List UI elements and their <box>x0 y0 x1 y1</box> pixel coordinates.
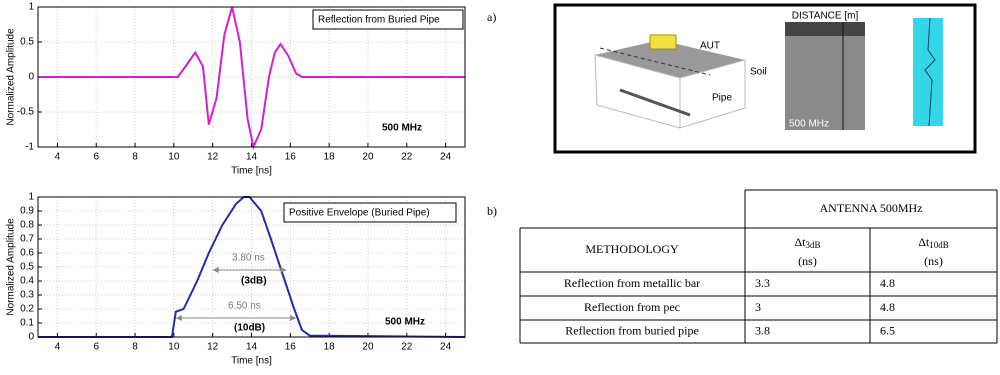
table-cell: 4.8 <box>880 276 895 290</box>
scan-line <box>599 47 711 76</box>
x-tick-label: 16 <box>285 152 297 163</box>
annotation: 500 MHz <box>385 317 425 328</box>
x-tick-label: 14 <box>246 152 258 163</box>
y-tick-label: 1 <box>28 2 34 13</box>
table-header: (ns) <box>798 254 817 268</box>
x-tick-label: 12 <box>207 152 219 163</box>
x-tick-label: 14 <box>246 342 258 353</box>
panel-label: a) <box>487 10 496 24</box>
chart-title: Reflection from Buried Pipe <box>318 15 440 26</box>
y-tick-label: 1 <box>28 192 34 203</box>
annotation: (3dB) <box>241 276 267 287</box>
label: AUT <box>700 41 720 52</box>
pipe <box>619 88 691 117</box>
y-tick-label: 0.8 <box>20 220 34 231</box>
table-cell: Reflection from metallic bar <box>564 276 700 290</box>
x-tick-label: 20 <box>362 152 374 163</box>
radargram <box>785 22 865 130</box>
x-tick-label: 20 <box>362 342 374 353</box>
y-tick-label: -1 <box>25 142 34 153</box>
table-cell: 3.8 <box>755 323 770 337</box>
table-header: Δt3dB <box>794 235 820 250</box>
x-tick-label: 22 <box>401 342 413 353</box>
data-line <box>38 6 465 151</box>
y-tick-label: 0.7 <box>20 234 34 245</box>
x-tick-label: 18 <box>324 342 336 353</box>
y-tick-label: 0.5 <box>20 37 34 48</box>
title-box <box>283 202 457 223</box>
table-cell: 6.5 <box>880 323 895 337</box>
axis-label: DISTANCE [m] <box>792 11 859 22</box>
label: Pipe <box>712 93 732 104</box>
figure-a: AUT Soil Pipe DISTANCE [m] 500 MHz <box>553 3 977 154</box>
soil-top <box>595 40 745 78</box>
annotation: (10dB) <box>234 323 265 334</box>
y-axis-label: Normalized Amplitude <box>6 218 17 316</box>
x-tick-label: 16 <box>285 342 297 353</box>
table-header: ANTENNA 500MHz <box>820 201 923 215</box>
annotation: 3.80 ns <box>232 253 265 264</box>
panel-label: b) <box>487 204 497 218</box>
label: Soil <box>750 67 767 78</box>
plot-frame <box>37 196 466 338</box>
annotation: 6.50 ns <box>228 301 261 312</box>
trace <box>924 17 936 127</box>
table-cell: 4.8 <box>880 300 895 314</box>
header-subscript: 10dB <box>929 240 949 250</box>
header-symbol: Δt <box>794 235 806 249</box>
y-tick-label: 0.4 <box>20 276 34 287</box>
y-tick-label: 0.5 <box>20 262 34 273</box>
annotation: 500 MHz <box>382 123 422 134</box>
x-tick-label: 10 <box>168 152 180 163</box>
y-tick-label: 0.3 <box>20 290 34 301</box>
y-tick-label: 0.6 <box>20 248 34 259</box>
antenna <box>649 34 677 50</box>
x-tick-label: 24 <box>440 342 452 353</box>
label: 500 MHz <box>789 119 829 130</box>
table-cell: Reflection from buried pipe <box>565 323 699 337</box>
header-subscript: 3dB <box>806 240 821 250</box>
table-header: (ns) <box>924 254 943 268</box>
trace-panel <box>913 18 943 126</box>
table-cell: 3 <box>755 300 761 314</box>
x-tick-label: 8 <box>132 152 138 163</box>
x-tick-label: 4 <box>55 342 61 353</box>
y-tick-label: 0.9 <box>20 206 34 217</box>
y-tick-label: 0.2 <box>20 304 34 315</box>
x-axis-label: Time [ns] <box>231 166 272 177</box>
table-cell: 3.3 <box>755 276 770 290</box>
header-symbol: Δt <box>918 235 930 249</box>
y-tick-label: 0 <box>28 72 34 83</box>
plot-frame <box>37 6 466 148</box>
x-tick-label: 22 <box>401 152 413 163</box>
y-tick-label: 0.1 <box>20 318 34 329</box>
x-tick-label: 24 <box>440 152 452 163</box>
table-header: METHODOLOGY <box>585 242 679 256</box>
chart-title: Positive Envelope (Buried Pipe) <box>289 208 430 219</box>
y-axis-label: Normalized Amplitude <box>6 28 17 126</box>
x-tick-label: 6 <box>93 152 99 163</box>
y-tick-label: -0.5 <box>17 107 35 118</box>
x-tick-label: 18 <box>324 152 336 163</box>
x-tick-label: 10 <box>168 342 180 353</box>
figure-frame <box>553 3 977 154</box>
radargram-band <box>785 22 865 36</box>
y-tick-label: 0 <box>28 332 34 343</box>
x-tick-label: 6 <box>93 342 99 353</box>
table-header: Δt10dB <box>918 235 949 250</box>
x-tick-label: 12 <box>207 342 219 353</box>
table-cell: Reflection from pec <box>584 300 680 314</box>
x-axis-label: Time [ns] <box>231 356 272 367</box>
x-tick-label: 8 <box>132 342 138 353</box>
x-tick-label: 4 <box>55 152 61 163</box>
title-box <box>312 9 464 30</box>
